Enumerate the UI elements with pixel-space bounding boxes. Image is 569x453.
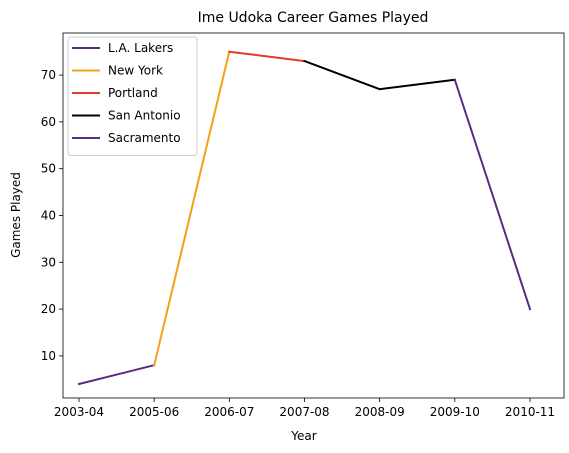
- chart-title: Ime Udoka Career Games Played: [198, 10, 429, 26]
- x-axis: 2003-04 2005-06 2006-07 2007-08 2008-09 2009-…: [54, 398, 555, 419]
- legend-label-1: New York: [108, 64, 163, 78]
- series-line-2: [228, 50, 306, 63]
- x-tick-label-2: 2006-07: [204, 405, 254, 419]
- x-axis-label: Year: [290, 429, 316, 443]
- y-tick-label-2: 30: [41, 255, 56, 269]
- legend: L.A. Lakers New York Portland San Antonio Sa…: [67, 36, 198, 156]
- y-tick-label-4: 50: [41, 162, 56, 176]
- legend-label-3: San Antonio: [108, 109, 181, 123]
- legend-label-4: Sacramento: [108, 131, 181, 145]
- series-line-4: [453, 78, 532, 311]
- y-tick-label-0: 10: [41, 349, 56, 363]
- series-line-1: [152, 50, 231, 367]
- legend-label-2: Portland: [108, 86, 158, 100]
- x-tick-label-3: 2007-08: [279, 405, 329, 419]
- y-tick-label-3: 40: [41, 209, 56, 223]
- x-tick-label-6: 2010-11: [505, 405, 555, 419]
- legend-label-0: L.A. Lakers: [108, 41, 173, 55]
- legend-box: [67, 36, 198, 156]
- series-line-0: [77, 363, 156, 386]
- x-tick-label-1: 2005-06: [129, 405, 179, 419]
- x-tick-label-4: 2008-09: [355, 405, 405, 419]
- series-line-3: [303, 59, 456, 91]
- y-axis-label: Games Played: [9, 172, 23, 258]
- x-tick-label-5: 2009-10: [430, 405, 480, 419]
- y-tick-label-5: 60: [41, 115, 56, 129]
- series-lines: [77, 50, 532, 386]
- y-tick-label-6: 70: [41, 68, 56, 82]
- y-axis: 10 20 30 40 50 60 70: [41, 68, 63, 363]
- x-tick-label-0: 2003-04: [54, 405, 104, 419]
- y-tick-label-1: 20: [41, 302, 56, 316]
